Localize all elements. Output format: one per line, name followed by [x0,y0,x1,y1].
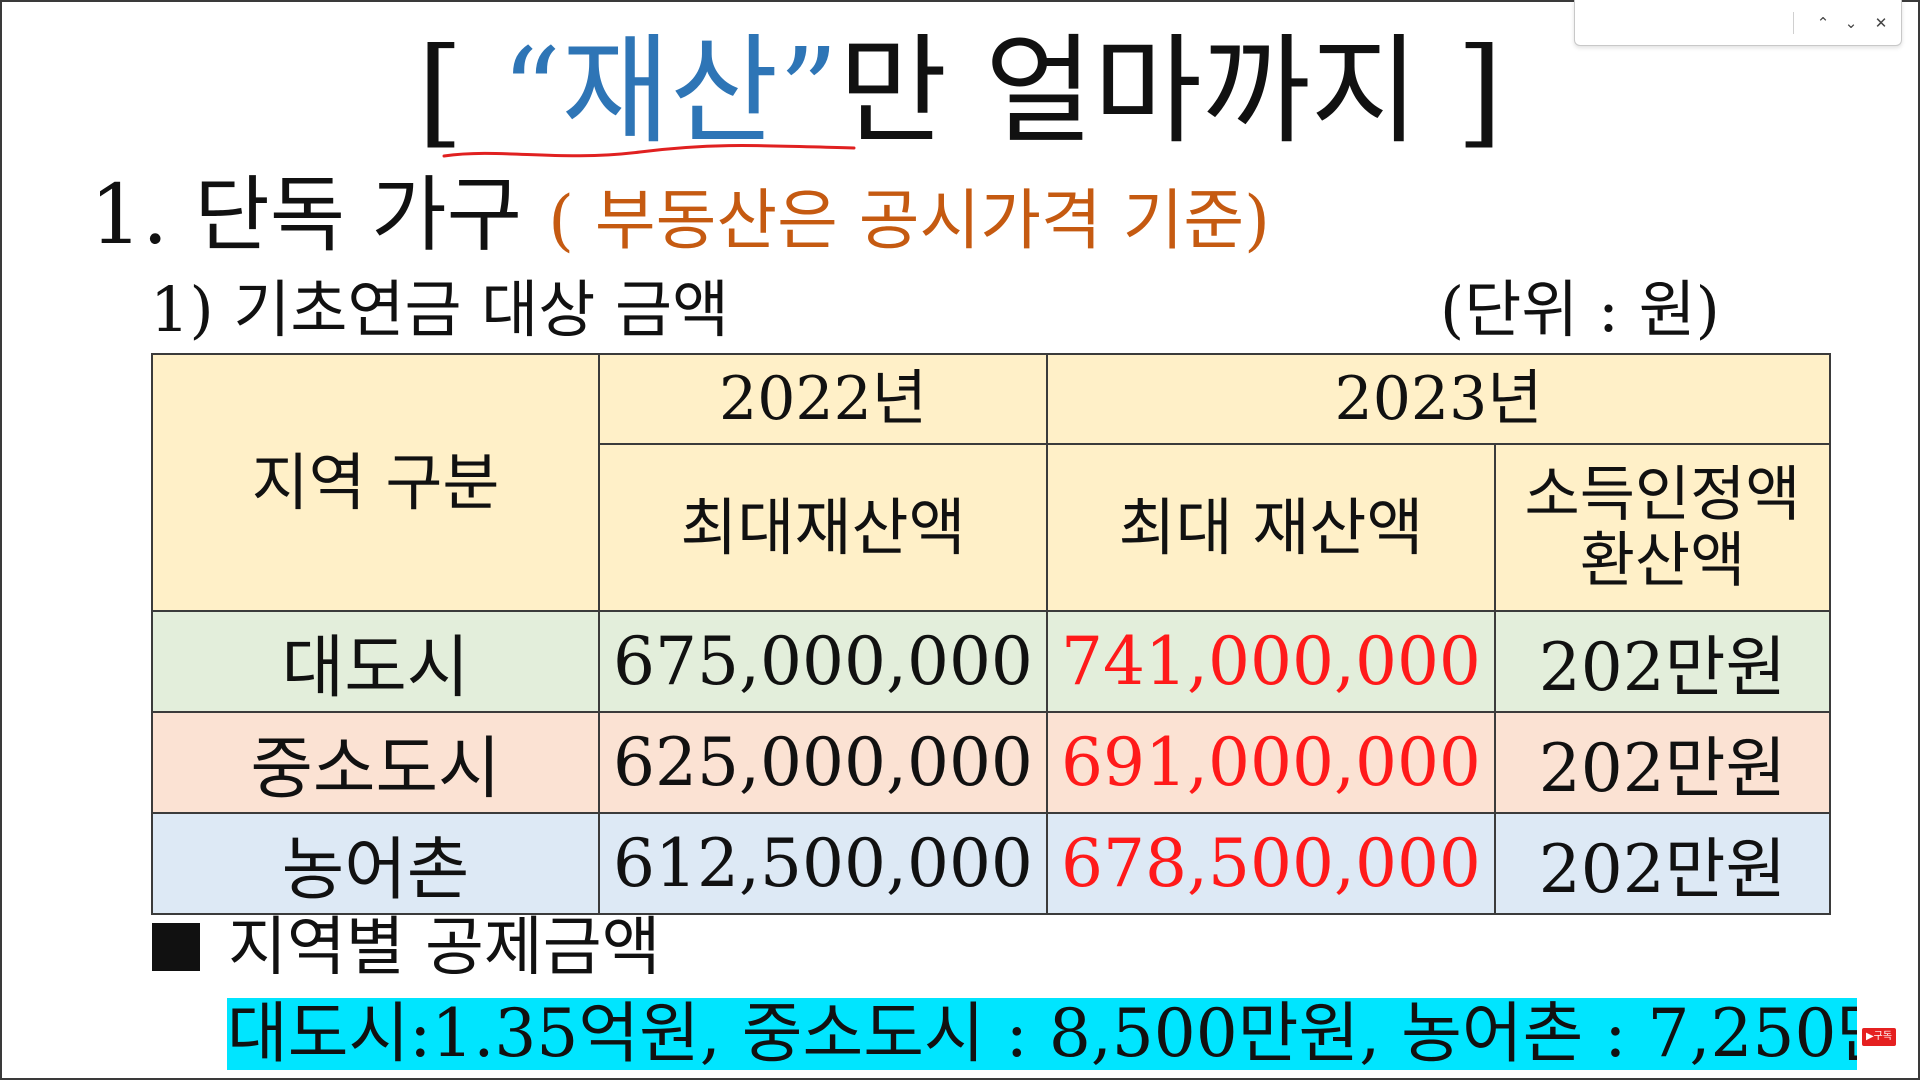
deduction-heading-text: 지역별 공제금액 [228,911,661,985]
row-region: 대도시 [151,610,600,713]
row-region: 중소도시 [151,711,600,814]
section-heading-text: 1. 단독 가구 [90,168,549,263]
header-income-conversion: 소득인정액 환산액 [1494,443,1831,612]
close-icon[interactable]: ✕ [1874,14,1888,32]
chevron-down-icon[interactable]: ⌄ [1844,14,1858,32]
find-bar: ⌃ ⌄ ✕ [1574,0,1902,46]
row-max-2022: 612,500,000 [598,812,1048,915]
subscribe-badge[interactable]: ▶구독 [1862,1028,1896,1046]
header-year-2023: 2023년 [1046,353,1831,445]
chevron-up-icon[interactable]: ⌃ [1816,14,1830,32]
header-region: 지역 구분 [151,353,600,612]
sub-heading: 1) 기초연금 대상 금액 [150,273,730,346]
section-note: ( 부동산은 공시가격 기준) [548,182,1270,259]
find-bar-divider [1793,12,1794,34]
row-max-2022: 625,000,000 [598,711,1048,814]
square-bullet-icon [152,922,200,971]
red-underline-mark [442,144,856,158]
header-income-conversion-line2: 환산액 [1579,525,1746,596]
header-max-assets-2022: 최대재산액 [598,443,1048,612]
section-heading: 1. 단독 가구 ( 부동산은 공시가격 기준) [90,166,1270,271]
unit-label: (단위 : 원) [1440,273,1720,346]
deduction-amounts: 대도시:1.35억원, 중소도시 : 8,500만원, 농어촌 : 7,250만… [227,998,1857,1070]
row-max-2023: 691,000,000 [1046,711,1496,814]
row-region: 농어촌 [151,812,600,915]
row-conversion: 202만원 [1494,812,1831,915]
row-conversion: 202만원 [1494,711,1831,814]
row-max-2022: 675,000,000 [598,610,1048,713]
title-quoted-word: “재산” [500,22,839,160]
slide-title: [ “재산”만 얼마까지 ] [0,26,1920,156]
title-open-bracket: [ [417,22,501,160]
header-max-assets-2023: 최대 재산액 [1046,443,1496,612]
asset-threshold-table: 지역 구분 2022년 2023년 최대재산액 최대 재산액 소득인정액 환산액… [151,353,1831,915]
row-max-2023: 678,500,000 [1046,812,1496,915]
title-rest: 만 얼마까지 ] [838,22,1503,160]
table-row: 농어촌 612,500,000 678,500,000 202만원 [151,812,1831,915]
find-input[interactable] [1583,8,1797,38]
deduction-heading: 지역별 공제금액 [152,908,661,988]
table-row: 대도시 675,000,000 741,000,000 202만원 [151,610,1831,713]
header-income-conversion-line1: 소득인정액 [1524,459,1801,530]
row-conversion: 202만원 [1494,610,1831,713]
row-max-2023: 741,000,000 [1046,610,1496,713]
table-row: 중소도시 625,000,000 691,000,000 202만원 [151,711,1831,814]
header-year-2022: 2022년 [598,353,1048,445]
